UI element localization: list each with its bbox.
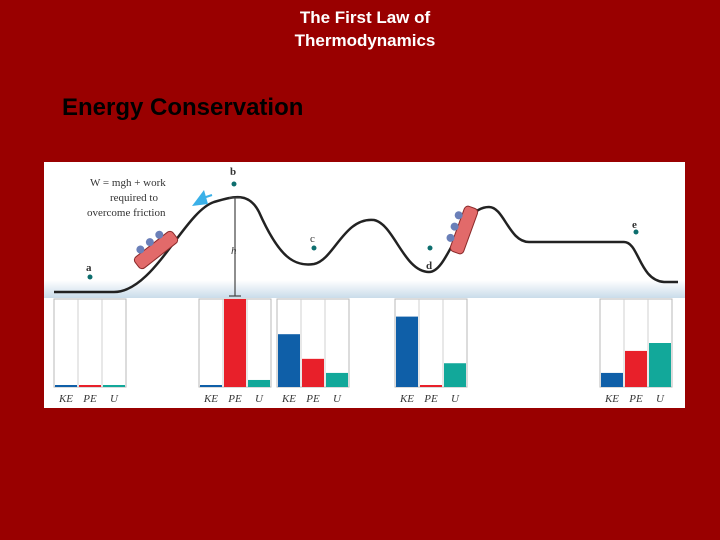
height-label: h	[231, 245, 237, 257]
bar-c-u	[326, 372, 348, 387]
roller-coaster-figure: h W = mgh + work required to overcome fr…	[44, 162, 685, 408]
track-point-a: a	[86, 262, 93, 280]
bar-group-a: KE PE U	[53, 298, 127, 405]
energy-bar-charts: KE PE U KE PE U KE PE U KE PE U KE PE U	[53, 298, 673, 405]
point-label-d: d	[426, 260, 432, 272]
title-line-2: Thermodynamics	[294, 31, 436, 50]
bar-d-ke	[396, 316, 418, 387]
track-point-e: e	[632, 219, 639, 235]
bar-e-pe	[625, 350, 647, 387]
bar-group-c: KE PE U	[276, 298, 350, 405]
bar-e-ke	[601, 372, 623, 387]
bar-a-pe	[79, 385, 101, 387]
bar-b-pe	[224, 299, 246, 387]
work-label-line-1: W = mgh + work	[90, 177, 166, 189]
bar-e-u	[649, 343, 671, 387]
slide-title: The First Law of Thermodynamics	[250, 6, 480, 52]
coaster-track	[54, 196, 678, 294]
bar-axis-label: PE	[628, 393, 643, 405]
track-shadow	[44, 280, 685, 298]
bar-a-u	[103, 385, 125, 387]
track-point-c: c	[310, 233, 317, 251]
track-point-d: d	[426, 245, 433, 272]
bar-b-u	[248, 379, 270, 387]
bar-c-pe	[302, 358, 324, 387]
roller-coaster-car-icon	[133, 230, 179, 270]
title-line-1: The First Law of	[299, 8, 431, 27]
bar-axis-label: KE	[604, 393, 619, 405]
bar-axis-label: PE	[82, 393, 97, 405]
bar-group-e: KE PE U	[599, 298, 673, 405]
bar-axis-label: U	[333, 393, 342, 405]
roller-coaster-car-icon	[446, 205, 479, 255]
bar-group-b: KE PE U	[198, 298, 272, 405]
bar-axis-label: KE	[203, 393, 218, 405]
bar-axis-label: U	[451, 393, 460, 405]
point-label-b: b	[230, 166, 236, 178]
bar-axis-label: PE	[227, 393, 242, 405]
bar-d-pe	[420, 385, 442, 387]
bar-group-d: KE PE U	[394, 298, 468, 405]
bar-axis-label: U	[110, 393, 119, 405]
bar-frame	[53, 298, 127, 388]
work-label-line-3: overcome friction	[87, 207, 166, 219]
bar-axis-label: PE	[305, 393, 320, 405]
bar-axis-label: KE	[281, 393, 296, 405]
work-label-line-2: required to	[110, 192, 158, 204]
bar-c-ke	[278, 334, 300, 387]
track-point-b: b	[230, 166, 237, 187]
bar-a-ke	[55, 385, 77, 387]
bar-d-u	[444, 363, 466, 387]
bar-axis-label: PE	[423, 393, 438, 405]
point-label-c: c	[310, 233, 315, 245]
bar-axis-label: KE	[399, 393, 414, 405]
point-label-a: a	[86, 262, 92, 274]
point-label-e: e	[632, 219, 637, 231]
arrow-icon	[192, 190, 213, 206]
bar-axis-label: U	[255, 393, 264, 405]
bar-axis-label: U	[656, 393, 665, 405]
bar-b-ke	[200, 385, 222, 387]
slide-subtitle: Energy Conservation	[62, 94, 304, 121]
bar-axis-label: KE	[58, 393, 73, 405]
energy-diagram: h W = mgh + work required to overcome fr…	[44, 166, 685, 405]
